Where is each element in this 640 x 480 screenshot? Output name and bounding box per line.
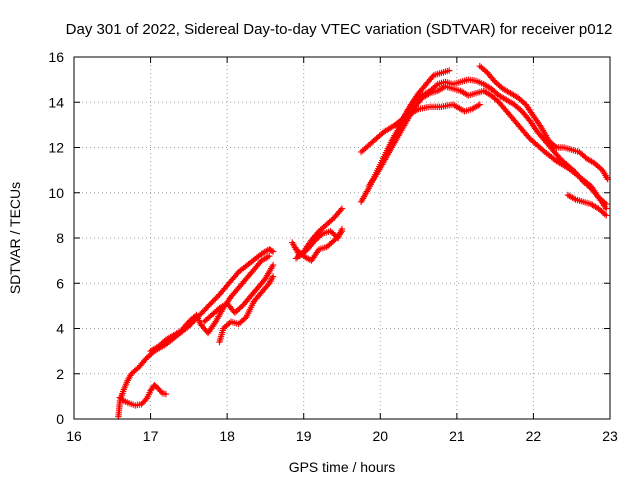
y-tick-label: 8 bbox=[56, 230, 64, 246]
grid bbox=[74, 57, 610, 419]
x-tick-label: 21 bbox=[449, 428, 465, 444]
series-markers bbox=[201, 261, 277, 325]
y-tick-label: 14 bbox=[48, 94, 64, 110]
series-track-12 bbox=[392, 67, 453, 129]
series-track-14 bbox=[564, 191, 610, 219]
y-tick-label: 6 bbox=[56, 275, 64, 291]
series-track-9 bbox=[357, 101, 483, 156]
series-layer bbox=[115, 62, 611, 420]
series-track-4 bbox=[201, 261, 277, 325]
series-track-2 bbox=[116, 381, 170, 409]
series-track-13 bbox=[476, 62, 611, 183]
x-tick-label: 23 bbox=[602, 428, 618, 444]
series-track-3 bbox=[147, 252, 273, 355]
series-markers bbox=[392, 67, 453, 129]
axis-ticks: 16 17 18 19 20 21 22 23 0 2 4 6 8 10 12 14 16 bbox=[48, 49, 618, 444]
y-tick-label: 16 bbox=[48, 49, 64, 65]
x-tick-label: 18 bbox=[219, 428, 235, 444]
series-markers bbox=[357, 101, 483, 156]
x-tick-label: 17 bbox=[143, 428, 159, 444]
y-tick-label: 2 bbox=[56, 366, 64, 382]
chart-title: Day 301 of 2022, Sidereal Day-to-day VTE… bbox=[66, 21, 613, 38]
x-tick-label: 19 bbox=[296, 428, 312, 444]
series-track-8 bbox=[292, 228, 346, 264]
y-tick-label: 4 bbox=[56, 321, 64, 337]
series-markers bbox=[365, 83, 610, 212]
series-markers bbox=[116, 381, 170, 409]
x-tick-label: 20 bbox=[372, 428, 388, 444]
series-markers bbox=[147, 252, 273, 355]
y-axis-label: SDTVAR / TECUs bbox=[7, 182, 23, 294]
y-tick-label: 0 bbox=[56, 411, 64, 427]
series-track-5 bbox=[216, 273, 277, 346]
x-tick-label: 22 bbox=[526, 428, 542, 444]
y-tick-label: 10 bbox=[48, 185, 64, 201]
y-tick-label: 12 bbox=[48, 140, 64, 156]
series-markers bbox=[476, 62, 611, 183]
x-axis-label: GPS time / hours bbox=[289, 459, 396, 475]
series-markers bbox=[564, 191, 610, 219]
series-markers bbox=[216, 273, 277, 346]
x-tick-label: 16 bbox=[66, 428, 82, 444]
series-markers bbox=[292, 228, 346, 264]
series-line bbox=[360, 78, 608, 206]
series-track-11 bbox=[365, 83, 610, 212]
